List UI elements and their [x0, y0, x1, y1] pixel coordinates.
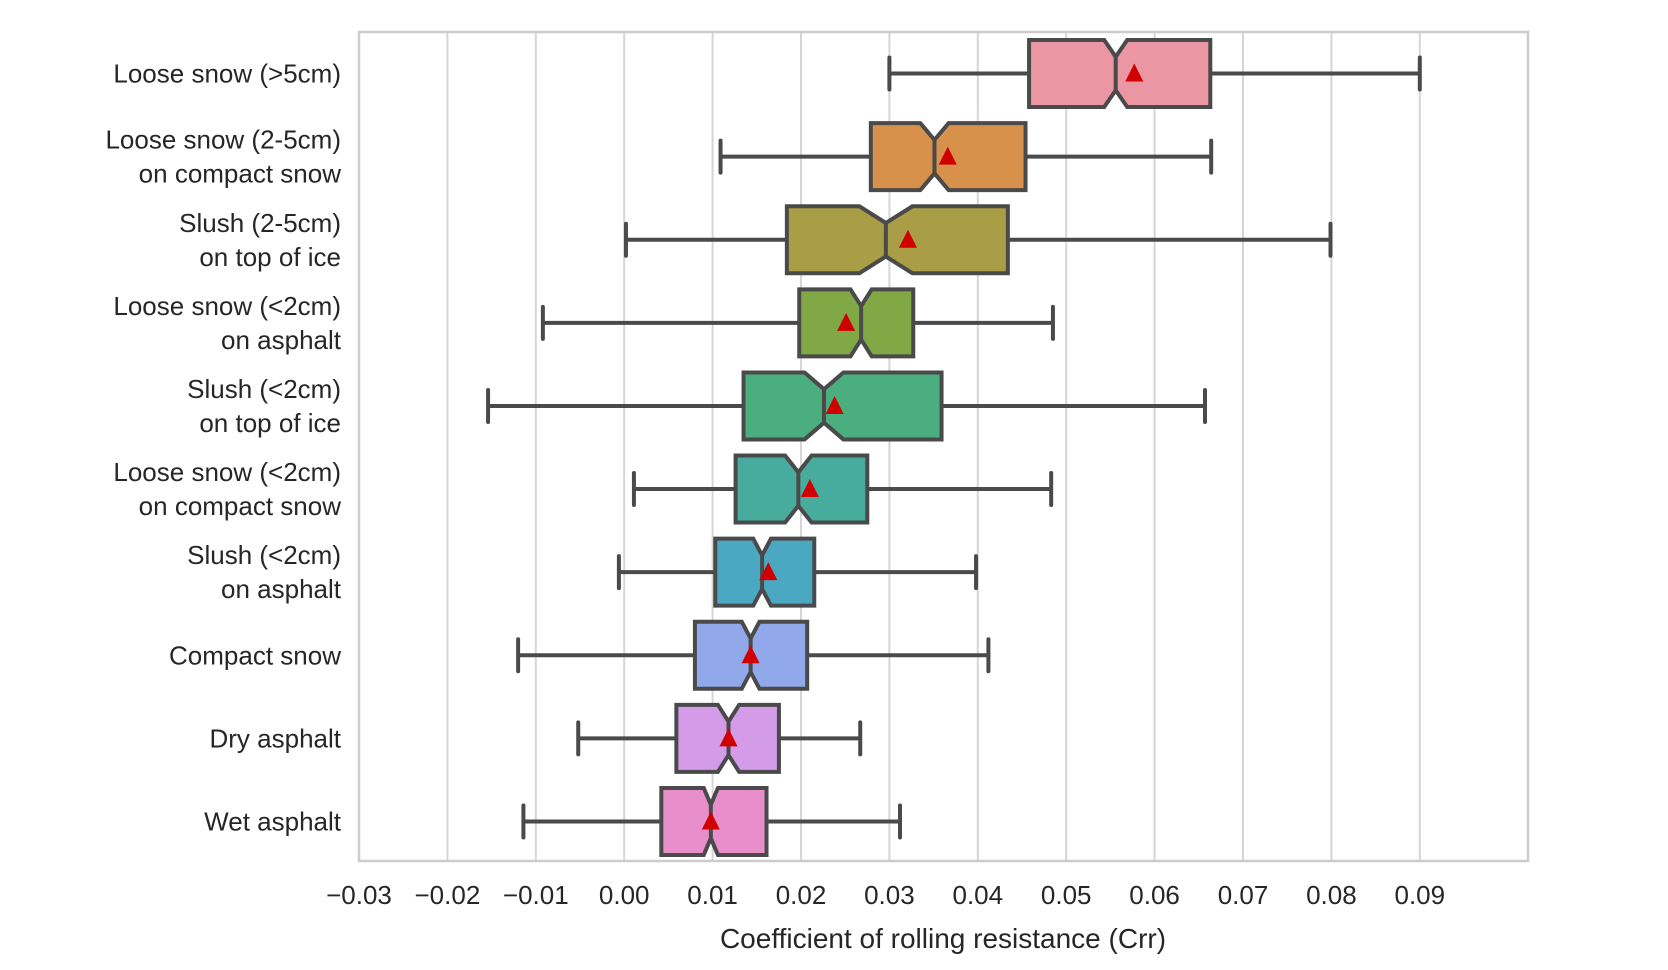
box: [741, 370, 944, 442]
y-tick-label: Compact snow: [169, 640, 341, 670]
x-tick-label: −0.02: [415, 880, 481, 910]
x-tick-label: 0.04: [952, 880, 1003, 910]
y-tick-label: on compact snow: [139, 491, 342, 521]
x-tick-label: 0.00: [599, 880, 650, 910]
mean-marker: [759, 562, 778, 581]
mean-marker: [701, 811, 720, 830]
box-6: [616, 536, 979, 608]
box: [797, 287, 916, 359]
boxes: [486, 38, 1422, 857]
box-4: [486, 370, 1207, 442]
box-5: [631, 453, 1054, 525]
x-tick-label: 0.06: [1129, 880, 1180, 910]
y-tick-label: Slush (<2cm): [187, 540, 341, 570]
y-tick-label: Loose snow (2-5cm): [105, 125, 341, 155]
mean-marker: [837, 312, 856, 331]
x-tick-label: −0.01: [503, 880, 569, 910]
box: [1027, 38, 1213, 110]
y-tick-label: Loose snow (>5cm): [113, 59, 341, 89]
box-0: [887, 38, 1422, 110]
x-tick-labels: −0.03 −0.02 −0.01 0.00 0.01 0.02 0.03 0.04 0.05 0…: [326, 880, 1445, 910]
x-axis-label: Coefficient of rolling resistance (Crr): [720, 923, 1166, 954]
box-1: [718, 121, 1214, 193]
box-2: [623, 204, 1333, 276]
y-tick-label: Wet asphalt: [204, 806, 342, 836]
y-tick-label: Slush (<2cm): [187, 374, 341, 404]
y-tick-label: Slush (2-5cm): [179, 208, 341, 238]
grid-lines: [358, 32, 1421, 861]
y-tick-labels: Loose snow (>5cm) Loose snow (2-5cm) on co…: [105, 59, 341, 837]
plot-frame: [357, 30, 1530, 863]
mean-marker: [1125, 63, 1144, 82]
x-tick-label: 0.01: [687, 880, 738, 910]
box: [784, 204, 1010, 276]
y-tick-label: Loose snow (<2cm): [113, 457, 341, 487]
mean-marker: [938, 146, 957, 165]
x-tick-label: 0.02: [776, 880, 827, 910]
y-tick-label: on asphalt: [221, 325, 342, 355]
mean-marker: [800, 479, 819, 498]
y-tick-label: on top of ice: [199, 408, 341, 438]
x-tick-label: 0.08: [1306, 880, 1357, 910]
box: [733, 453, 870, 525]
mean-marker: [898, 229, 917, 248]
x-tick-label: 0.07: [1218, 880, 1269, 910]
x-tick-label: 0.05: [1041, 880, 1092, 910]
x-tick-label: −0.03: [326, 880, 392, 910]
x-tick-label: 0.03: [864, 880, 915, 910]
y-tick-label: Dry asphalt: [210, 723, 342, 753]
y-tick-label: on compact snow: [139, 159, 342, 189]
y-tick-label: Loose snow (<2cm): [113, 291, 341, 321]
x-tick-label: 0.09: [1394, 880, 1445, 910]
mean-marker: [741, 645, 760, 664]
box-9: [521, 785, 903, 857]
mean-marker: [719, 728, 738, 747]
box-8: [576, 702, 863, 774]
y-tick-label: on asphalt: [221, 574, 342, 604]
box-7: [516, 619, 991, 691]
y-tick-label: on top of ice: [199, 242, 341, 272]
box-3: [540, 287, 1055, 359]
mean-marker: [825, 395, 844, 414]
